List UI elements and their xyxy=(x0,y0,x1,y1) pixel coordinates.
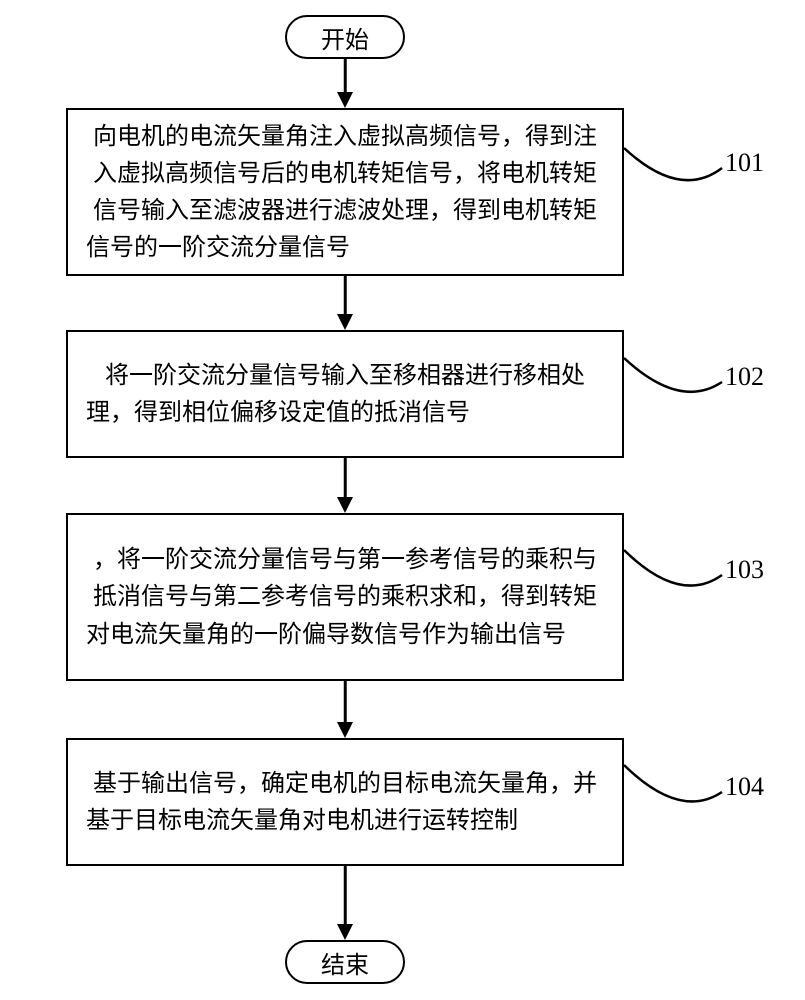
end-label: 结束 xyxy=(321,945,369,980)
arrow-head xyxy=(337,722,353,738)
step-label-4: 104 xyxy=(725,772,764,802)
step-label-2: 102 xyxy=(725,362,764,392)
step-2-text: 将一阶交流分量信号输入至移相器进行移相处理，得到相位偏移设定值的抵消信号 xyxy=(86,357,604,431)
step-3-text: ，将一阶交流分量信号与第一参考信号的乘积与抵消信号与第二参考信号的乘积求和，得到… xyxy=(86,541,604,653)
step-4-text: 基于输出信号，确定电机的目标电流矢量角，并基于目标电流矢量角对电机进行运转控制 xyxy=(86,765,604,839)
arrow-line xyxy=(344,276,347,314)
process-step-3: ，将一阶交流分量信号与第一参考信号的乘积与抵消信号与第二参考信号的乘积求和，得到… xyxy=(66,513,624,681)
arrow-head xyxy=(337,924,353,940)
start-terminator: 开始 xyxy=(285,15,405,59)
process-step-2: 将一阶交流分量信号输入至移相器进行移相处理，得到相位偏移设定值的抵消信号 xyxy=(66,330,624,458)
step-label-3: 103 xyxy=(725,555,764,585)
process-step-4: 基于输出信号，确定电机的目标电流矢量角，并基于目标电流矢量角对电机进行运转控制 xyxy=(66,738,624,866)
arrow-head xyxy=(337,314,353,330)
end-terminator: 结束 xyxy=(285,940,405,984)
step-1-text: 向电机的电流矢量角注入虚拟高频信号，得到注入虚拟高频信号后的电机转矩信号，将电机… xyxy=(86,118,604,267)
start-label: 开始 xyxy=(321,20,369,55)
arrow-line xyxy=(344,866,347,924)
arrow-head xyxy=(337,497,353,513)
arrow-line xyxy=(344,681,347,722)
process-step-1: 向电机的电流矢量角注入虚拟高频信号，得到注入虚拟高频信号后的电机转矩信号，将电机… xyxy=(66,108,624,276)
arrow-head xyxy=(337,92,353,108)
step-label-1: 101 xyxy=(725,148,764,178)
arrow-line xyxy=(344,59,347,92)
arrow-line xyxy=(344,458,347,497)
